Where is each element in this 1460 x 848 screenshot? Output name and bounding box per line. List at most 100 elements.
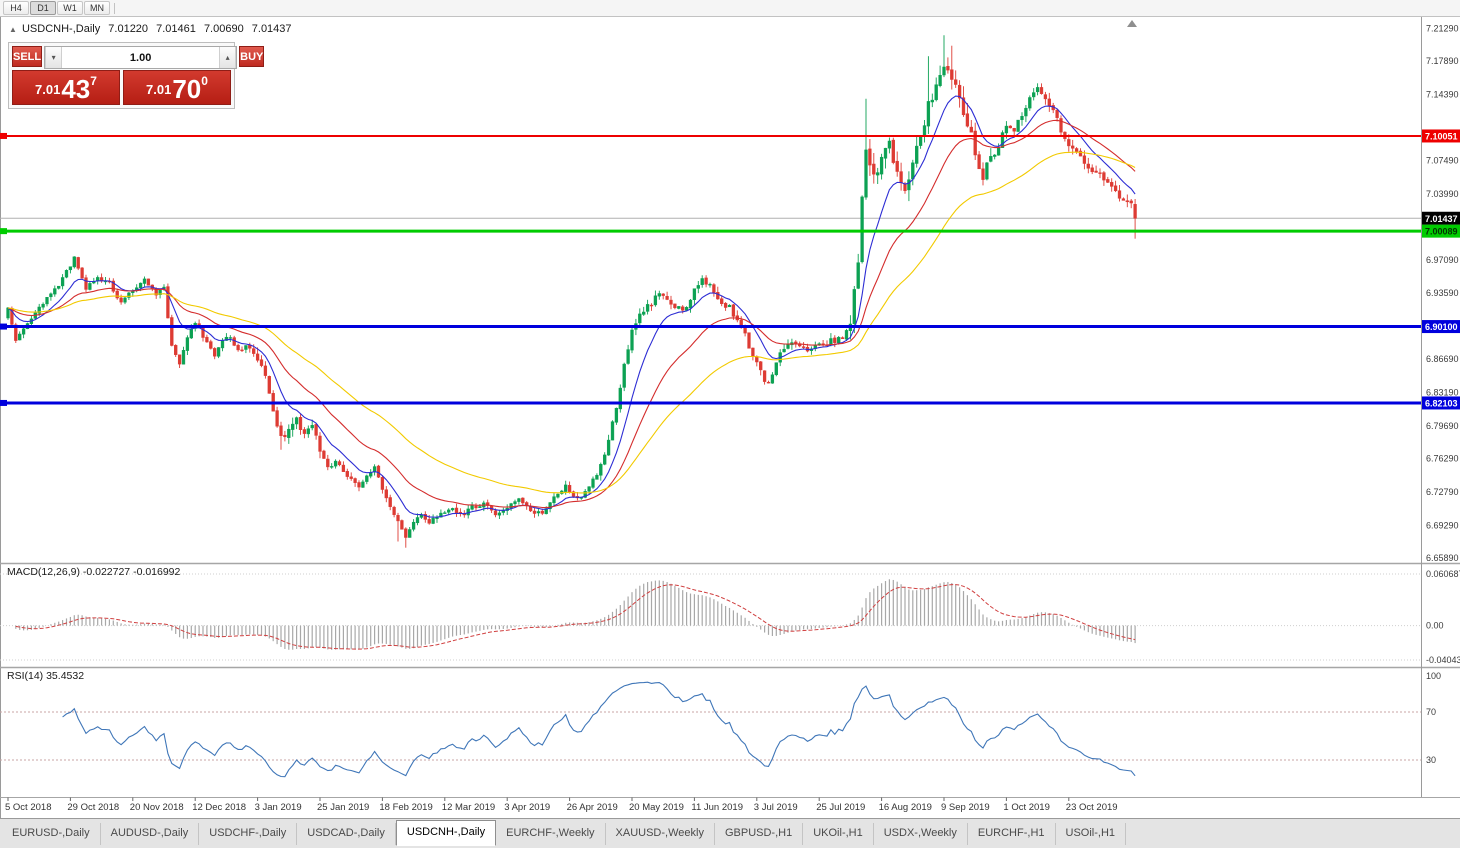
date-axis-label: 3 Apr 2019 [504,802,550,813]
chart-tab-eurchfweekly[interactable]: EURCHF-,Weekly [496,823,606,845]
timeframe-button-d1[interactable]: D1 [30,1,56,15]
timeframe-toolbar: H4 D1 W1 MN [0,0,1460,17]
price-line-label: 7.00089 [1425,227,1458,237]
chart-tab-usdcnhdaily[interactable]: USDCNH-,Daily [395,820,497,846]
sell-price-pips: 43 [61,74,91,104]
date-axis-label: 9 Sep 2019 [941,802,990,813]
moving-averages [7,95,1136,518]
date-axis-label: 16 Aug 2019 [879,802,932,813]
horizontal-level-lines [0,132,1421,406]
sell-price-big-figure: 7.01 [35,82,61,97]
volume-decrease-button[interactable]: ▾ [45,47,63,68]
price-line-label: 6.90100 [1425,322,1458,332]
rsi-axis-label: 70 [1426,707,1436,717]
ohlc-close: 7.01437 [251,23,292,35]
price-axis-label: 6.93590 [1426,288,1459,298]
timeframe-button-h4[interactable]: H4 [3,1,29,15]
buy-price-pips: 70 [172,74,202,104]
sell-price-display[interactable]: 7.01 43 7 [12,70,120,105]
price-line-label: 6.82103 [1425,398,1458,408]
volume-input[interactable] [62,47,220,68]
date-axis-label: 26 Apr 2019 [567,802,618,813]
macd-indicator-label: MACD(12,26,9) -0.022727 -0.016992 [7,566,181,578]
price-axis-label: 6.79690 [1426,421,1459,431]
date-axis-label: 12 Dec 2018 [192,802,246,813]
price-axis: 7.21290 7.17890 7.14390 7.07490 7.03990 6.970… [1422,24,1460,563]
date-axis-label: 23 Oct 2019 [1066,802,1118,813]
volume-stepper[interactable]: ▾ ▴ [44,46,238,69]
date-axis-label: 20 May 2019 [629,802,684,813]
chart-tab-usdchfdaily[interactable]: USDCHF-,Daily [199,823,298,845]
chart-tab-gbpusdh1[interactable]: GBPUSD-,H1 [715,823,804,845]
date-axis-label: 25 Jul 2019 [816,802,865,813]
collapse-triangle-icon[interactable]: ▲ [9,25,17,34]
ohlc-low: 7.00690 [203,23,244,35]
chart-tab-eurchfh1[interactable]: EURCHF-,H1 [968,823,1056,845]
price-axis-label: 7.14390 [1426,90,1459,100]
date-axis-label: 20 Nov 2018 [130,802,184,813]
date-axis-label: 3 Jan 2019 [255,802,302,813]
price-axis-label: 7.07490 [1426,155,1459,165]
rsi-line [62,681,1136,778]
price-axis-label: 7.03990 [1426,189,1459,199]
chart-tab-eurusddaily[interactable]: EURUSD-,Daily [2,823,101,845]
rsi-indicator-label: RSI(14) 35.4532 [7,670,85,682]
chart-shift-marker-icon[interactable] [1127,20,1137,27]
buy-button[interactable]: BUY [239,46,265,67]
price-axis-label: 6.69290 [1426,520,1459,530]
date-axis: 5 Oct 2018 29 Oct 2018 20 Nov 2018 12 Dec 2… [5,797,1118,813]
chart-tabs-bar: EURUSD-,Daily AUDUSD-,Daily USDCHF-,Daily U… [0,818,1460,848]
price-axis-label: 6.65890 [1426,553,1459,563]
price-axis-label: 6.97090 [1426,255,1459,265]
indicator-axis: 0.060687 0.00 -0.040437 100 70 30 [1426,569,1460,765]
chart-window [0,16,1460,820]
medium-ema-line [7,119,1136,509]
sell-price-point: 7 [90,74,97,88]
macd-signal-line [15,584,1136,650]
date-axis-label: 12 Mar 2019 [442,802,495,813]
chart-tab-usoilh1[interactable]: USOil-,H1 [1056,823,1127,845]
sell-button[interactable]: SELL [12,46,43,67]
price-axis-label: 6.76290 [1426,453,1459,463]
price-axis-label: 6.83190 [1426,388,1459,398]
timeframe-button-mn[interactable]: MN [84,1,110,15]
buy-price-point: 0 [201,74,208,88]
price-axis-label: 6.86690 [1426,354,1459,364]
rsi-axis-label: 100 [1426,671,1441,681]
rsi-panel [0,681,1421,778]
buy-price-big-figure: 7.01 [146,82,172,97]
chart-tab-xauusdweekly[interactable]: XAUUSD-,Weekly [606,823,715,845]
date-axis-label: 29 Oct 2018 [67,802,119,813]
date-axis-label: 11 Jun 2019 [691,802,743,813]
rsi-axis-label: 30 [1426,755,1436,765]
chart-header: ▲ USDCNH-,Daily 7.01220 7.01461 7.00690 … [9,23,297,35]
macd-axis-label: 0.00 [1426,621,1444,631]
volume-increase-button[interactable]: ▴ [219,47,237,68]
date-axis-label: 5 Oct 2018 [5,802,51,813]
chart-tab-ukoilh1[interactable]: UKOil-,H1 [803,823,874,845]
buy-price-display[interactable]: 7.01 70 0 [123,70,231,105]
date-axis-label: 25 Jan 2019 [317,802,369,813]
date-axis-label: 1 Oct 2019 [1003,802,1049,813]
timeframe-button-w1[interactable]: W1 [57,1,83,15]
panel-separators [0,17,1460,798]
price-line-label: 7.10051 [1425,131,1458,141]
chart-tab-usdxweekly[interactable]: USDX-,Weekly [874,823,968,845]
price-axis-label: 6.72790 [1426,487,1459,497]
toolbar-separator [114,2,115,14]
price-axis-label: 7.21290 [1426,24,1459,34]
chart-tab-usdcaddaily[interactable]: USDCAD-,Daily [297,823,396,845]
chart-tab-audusddaily[interactable]: AUDUSD-,Daily [101,823,200,845]
macd-panel [0,573,1421,661]
fast-ema-line [7,95,1136,518]
date-axis-label: 3 Jul 2019 [754,802,798,813]
macd-axis-label: -0.040437 [1426,655,1460,665]
price-line-label: 7.01437 [1425,214,1458,224]
macd-axis-label: 0.060687 [1426,569,1460,579]
slow-ema-line [7,151,1136,494]
ohlc-open: 7.01220 [108,23,149,35]
candlesticks [6,35,1137,548]
date-axis-label: 18 Feb 2019 [379,802,432,813]
